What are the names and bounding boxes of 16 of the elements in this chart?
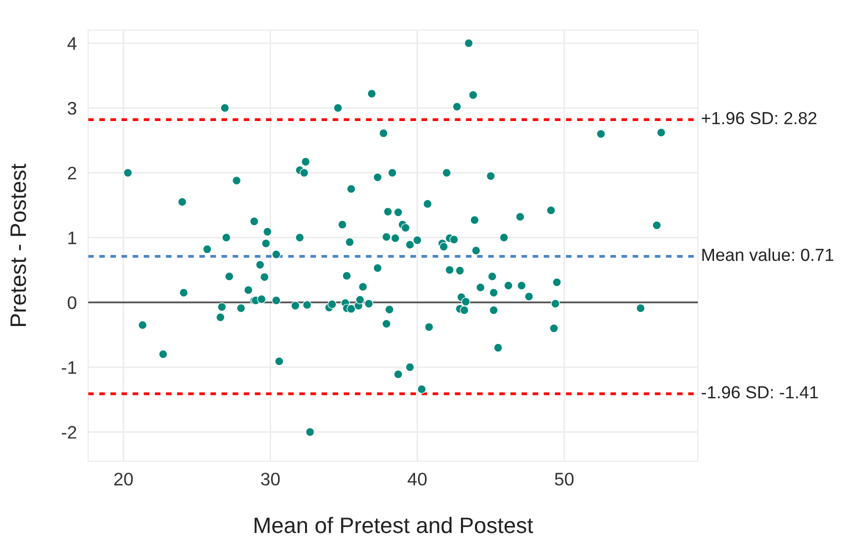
y-tick-label: 0 bbox=[68, 296, 76, 310]
x-axis-title: Mean of Pretest and Postest bbox=[254, 516, 534, 534]
ref-line-label: Mean value: 0.71 bbox=[702, 248, 834, 262]
y-tick-label: -1 bbox=[62, 361, 76, 374]
x-tick-label: 30 bbox=[261, 472, 280, 486]
y-tick-label: 2 bbox=[68, 166, 76, 180]
y-tick-label: -2 bbox=[62, 426, 76, 439]
ref-line-label: +1.96 SD: 2.82 bbox=[702, 112, 816, 124]
y-tick-label: 1 bbox=[68, 232, 76, 244]
y-axis-title: Pretest - Postest bbox=[10, 164, 26, 326]
x-tick-label: 50 bbox=[554, 472, 574, 486]
x-tick-label: 40 bbox=[408, 472, 427, 486]
x-tick-label: 20 bbox=[114, 472, 133, 486]
y-tick-label: 4 bbox=[67, 37, 77, 50]
ref-line-label: -1.96 SD: -1.41 bbox=[702, 386, 818, 398]
y-tick-label: 3 bbox=[68, 102, 76, 115]
